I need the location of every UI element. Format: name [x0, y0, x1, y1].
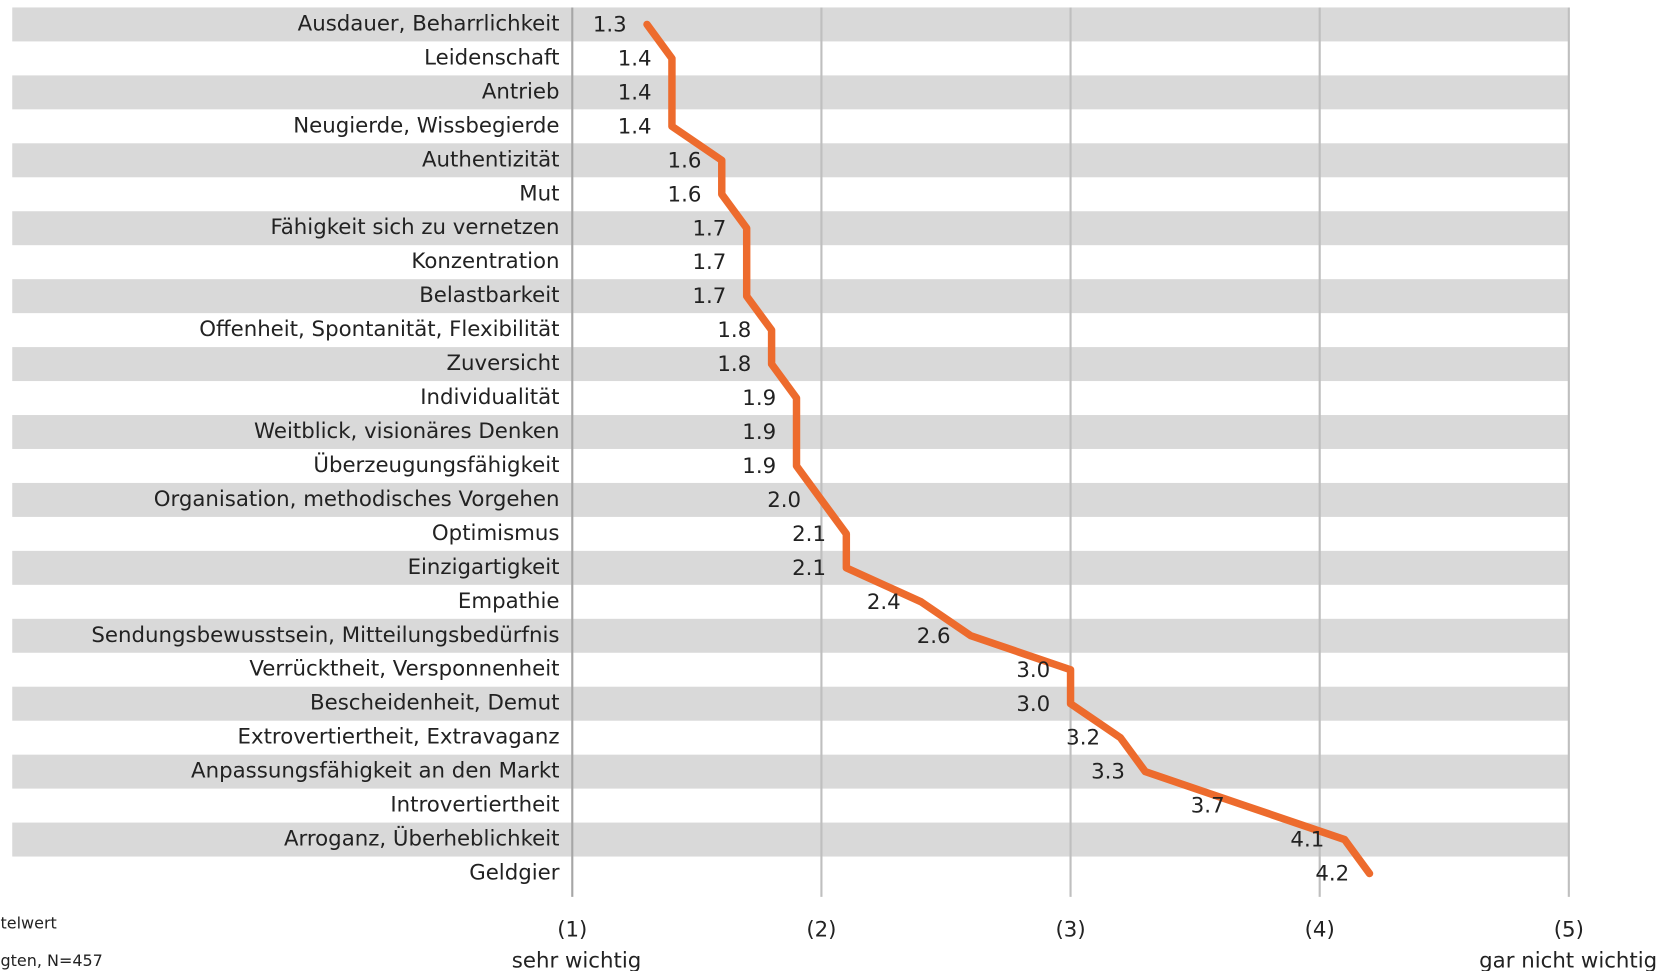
y-tick-label: Konzentration — [411, 249, 559, 274]
y-tick-label: Antrieb — [482, 79, 560, 104]
y-tick-label: Zuversicht — [446, 351, 559, 376]
y-tick-label: Belastbarkeit — [419, 283, 559, 308]
band — [12, 143, 1569, 178]
data-label: 4.2 — [1315, 862, 1349, 887]
data-label: 1.6 — [668, 148, 702, 173]
data-label: 3.7 — [1191, 794, 1225, 819]
y-tick-label: Arroganz, Überheblichkeit — [284, 826, 560, 852]
y-tick-label: Ausdauer, Beharrlichkeit — [298, 11, 560, 36]
x-tick-label: (1) — [557, 918, 587, 943]
y-tick-label: Mut — [519, 181, 559, 206]
band — [12, 754, 1569, 789]
y-tick-label: Authentizität — [422, 147, 560, 172]
data-label: 2.4 — [867, 590, 901, 615]
data-label: 3.0 — [1016, 692, 1050, 717]
y-tick-label: Geldgier — [469, 861, 560, 886]
y-tick-label: Fähigkeit sich zu vernetzen — [270, 215, 559, 240]
y-tick-label: Bescheidenheit, Demut — [310, 691, 559, 716]
bands — [12, 7, 1569, 857]
band — [12, 347, 1569, 382]
data-label: 1.7 — [692, 250, 726, 275]
x-high-label: gar nicht wichtig — [1479, 948, 1657, 971]
y-tick-label: Anpassungsfähigkeit an den Markt — [191, 759, 559, 784]
y-tick-label: Offenheit, Spontanität, Flexibilität — [199, 317, 559, 342]
grid — [571, 7, 1570, 897]
y-tick-label: Organisation, methodisches Vorgehen — [154, 487, 560, 512]
data-label: 3.2 — [1066, 726, 1100, 751]
data-label: 2.1 — [792, 522, 826, 547]
x-low-label: sehr wichtig — [512, 948, 641, 971]
data-label: 4.1 — [1290, 828, 1324, 853]
y-tick-label: Weitblick, visionäres Denken — [254, 419, 559, 444]
band — [12, 211, 1569, 246]
data-label: 1.8 — [717, 318, 751, 343]
band — [12, 7, 1569, 42]
band — [12, 415, 1569, 449]
data-label: 1.6 — [668, 182, 702, 207]
y-tick-label: Sendungsbewusstsein, Mitteilungsbedürfni… — [91, 623, 559, 648]
note: telwert — [1, 914, 57, 933]
x-tick-label: (2) — [806, 918, 836, 943]
y-tick-label: Einzigartigkeit — [408, 555, 560, 580]
data-label: 1.9 — [742, 454, 776, 479]
data-label: 3.0 — [1016, 658, 1050, 683]
band — [12, 75, 1569, 110]
x-tick-label: (5) — [1554, 918, 1584, 943]
note: gten, N=457 — [1, 951, 103, 970]
marks — [643, 20, 1374, 878]
data-label: 1.4 — [618, 114, 652, 139]
data-label: 1.9 — [742, 386, 776, 411]
data-label: 2.1 — [792, 556, 826, 581]
y-tick-label: Neugierde, Wissbegierde — [293, 113, 559, 138]
y-tick-label: Empathie — [458, 589, 560, 614]
y-tick-label: Verrücktheit, Versponnenheit — [249, 657, 559, 682]
data-label: 2.0 — [767, 488, 801, 513]
band — [12, 550, 1569, 585]
line — [643, 20, 1374, 878]
data-label: 1.8 — [717, 352, 751, 377]
band — [12, 686, 1569, 721]
y-tick-label: Überzeugungsfähigkeit — [313, 452, 559, 478]
y-tick-label: Leidenschaft — [424, 45, 559, 70]
y-tick-label: Optimismus — [432, 521, 560, 546]
band — [12, 618, 1569, 653]
data-label: 1.9 — [742, 420, 776, 445]
y-tick-label: Individualität — [420, 385, 559, 410]
y-tick-label: Introvertiertheit — [390, 793, 559, 818]
data-label: 1.4 — [618, 80, 652, 105]
data-label: 3.3 — [1091, 760, 1125, 785]
band — [12, 482, 1569, 517]
data-label: 1.7 — [692, 284, 726, 309]
band — [12, 279, 1569, 314]
data-label: 1.3 — [593, 12, 627, 37]
data-label: 1.4 — [618, 46, 652, 71]
x-tick-label: (4) — [1305, 918, 1335, 943]
y-tick-label: Extrovertiertheit, Extravaganz — [238, 725, 560, 750]
data-label: 2.6 — [917, 624, 951, 649]
x-tick-label: (3) — [1055, 918, 1085, 943]
data-label: 1.7 — [692, 216, 726, 241]
